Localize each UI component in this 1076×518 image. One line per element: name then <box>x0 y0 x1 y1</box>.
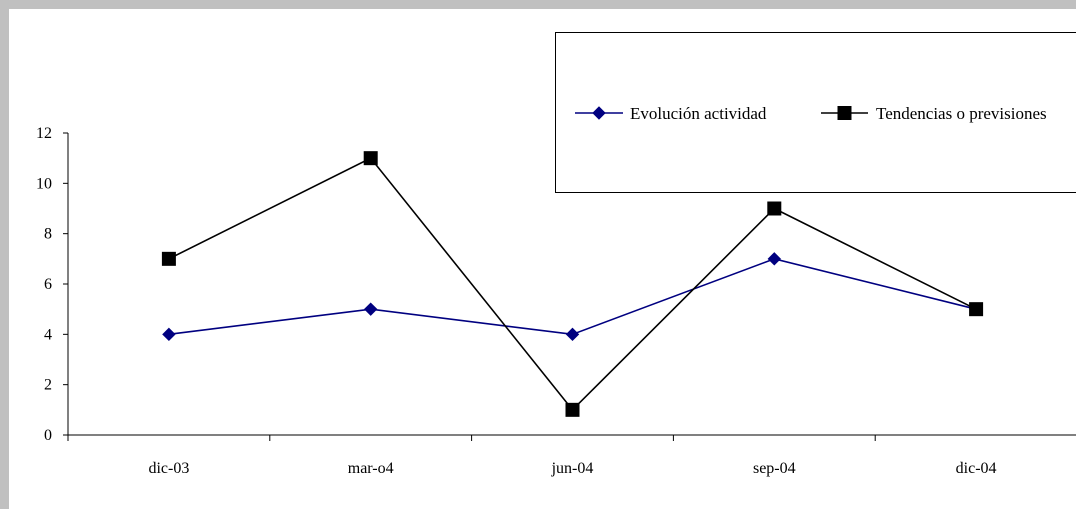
data-point <box>768 202 781 215</box>
data-point <box>364 152 377 165</box>
data-point <box>566 403 579 416</box>
chart-legend: Evolución actividad Tendencias o previsio… <box>556 33 1076 193</box>
data-point <box>162 252 175 265</box>
data-point <box>768 253 780 265</box>
series-line <box>169 259 976 335</box>
y-tick-label: 0 <box>44 427 52 444</box>
series-line <box>169 158 976 410</box>
y-tick-label: 6 <box>44 276 52 293</box>
legend-label: Tendencias o previsiones <box>876 104 1047 123</box>
y-tick-label: 2 <box>44 377 52 394</box>
legend-marker <box>838 107 851 120</box>
y-tick-label: 12 <box>36 125 52 142</box>
x-tick-label: sep-04 <box>753 460 796 477</box>
y-tick-label: 4 <box>44 326 52 343</box>
y-tick-label: 10 <box>36 175 52 192</box>
x-tick-label: jun-04 <box>551 460 594 477</box>
y-tick-label: 8 <box>44 226 52 243</box>
x-tick-label: dic-04 <box>956 460 997 477</box>
data-point <box>970 303 983 316</box>
x-tick-label: dic-03 <box>148 460 189 477</box>
x-tick-label: mar-o4 <box>348 460 394 477</box>
series-1 <box>163 253 982 341</box>
data-point <box>365 303 377 315</box>
data-point <box>163 328 175 340</box>
data-point <box>567 328 579 340</box>
legend-label: Evolución actividad <box>630 104 767 123</box>
